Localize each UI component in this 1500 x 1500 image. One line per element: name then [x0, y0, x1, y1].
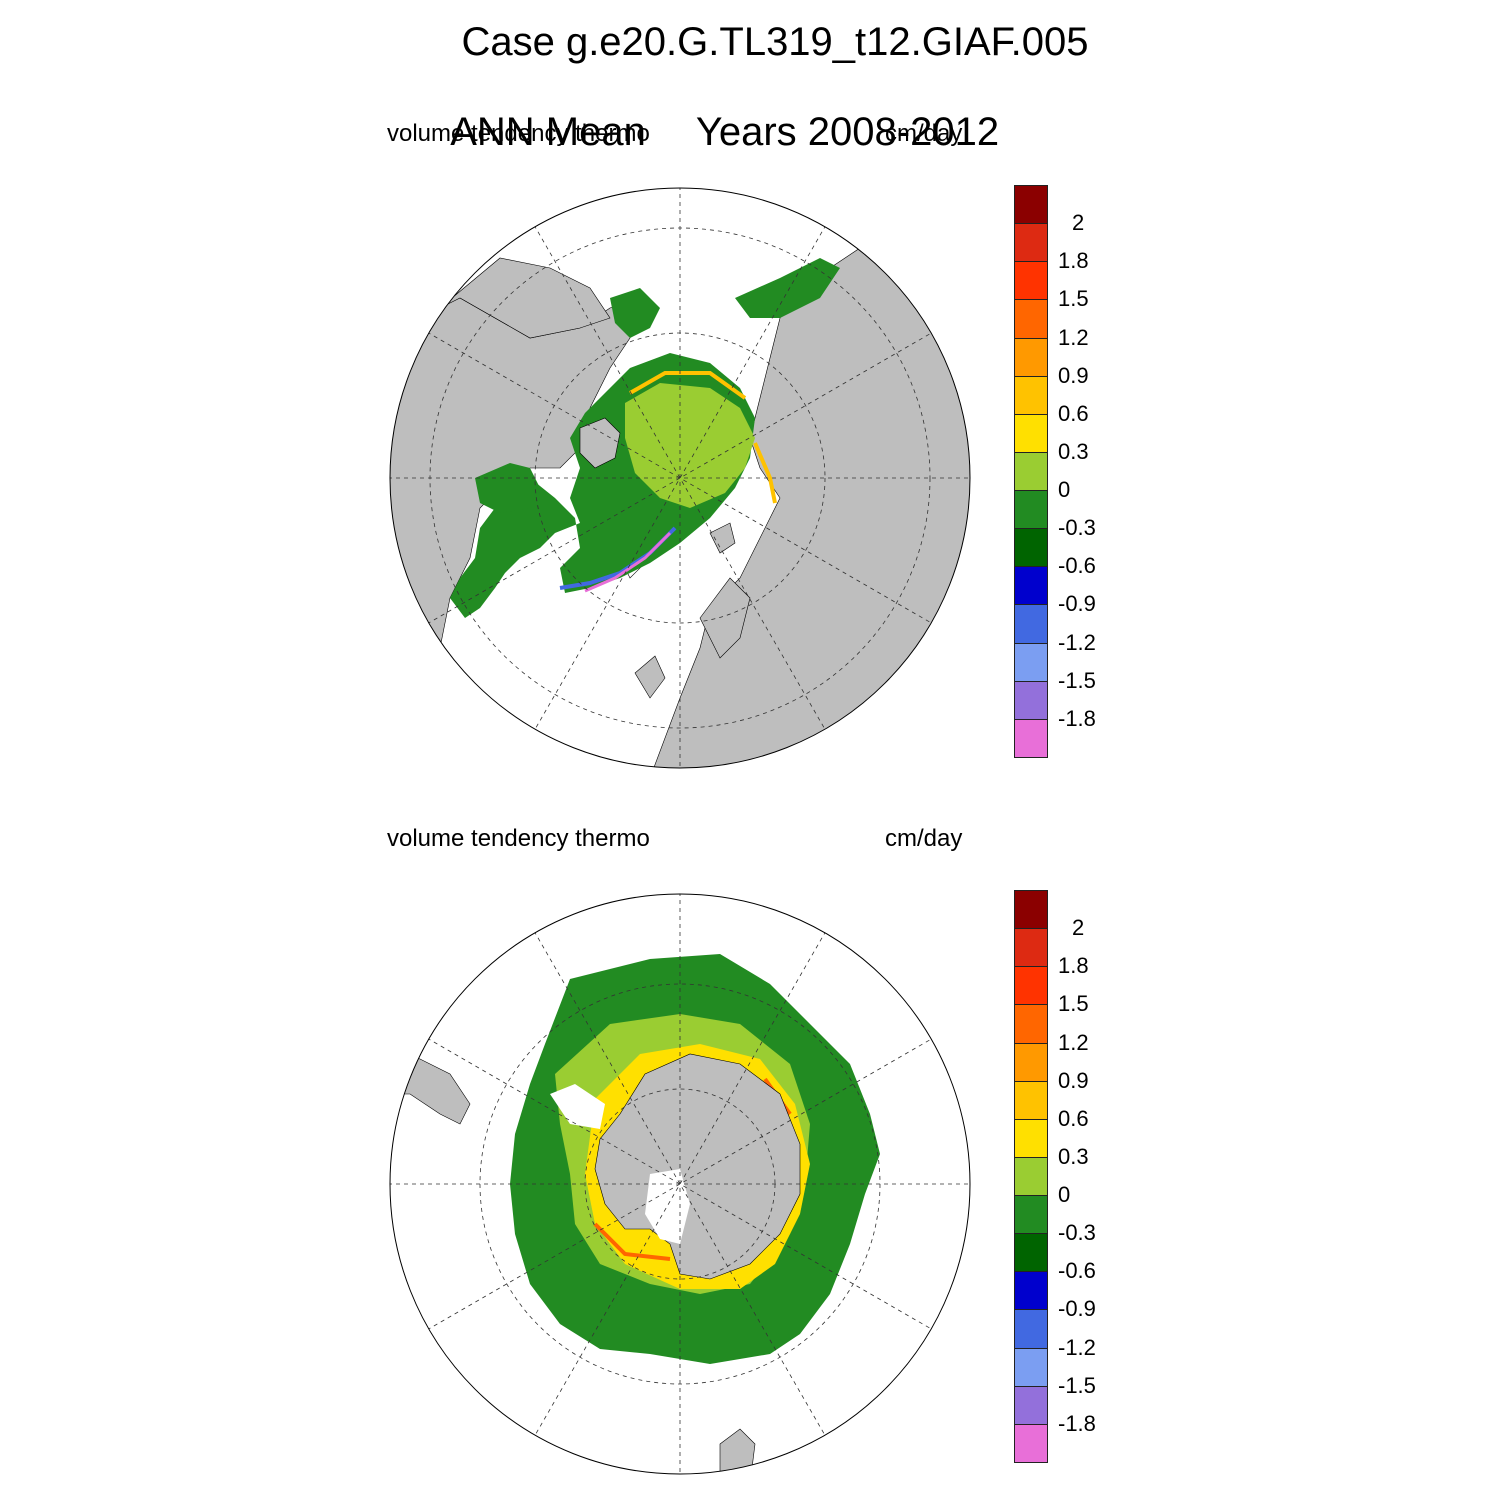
north-graticule: [390, 188, 970, 768]
south-colorbar-swatch-4: [1014, 1271, 1048, 1311]
north-polar-map: [389, 187, 971, 769]
north-colorbar-swatch-14: [1014, 185, 1048, 225]
south-colorbar-swatch-14: [1014, 890, 1048, 930]
south-map-border: [389, 893, 971, 1475]
north-ice-margin-yellow: [629, 371, 777, 504]
north-colorbar-swatch-9: [1014, 375, 1048, 415]
figure-title-case: Case g.e20.G.TL319_t12.GIAF.005: [461, 20, 1089, 64]
north-colorbar-label-0: -1.8: [1058, 705, 1096, 731]
north-colorbar-label-6: 0: [1058, 477, 1071, 503]
north-colorbar-label-7: 0.3: [1058, 438, 1089, 464]
south-colorbar-swatch-2: [1014, 1347, 1048, 1387]
north-colorbar-swatch-13: [1014, 223, 1048, 263]
north-colorbar-swatch-10: [1014, 337, 1048, 377]
north-land-svalbard: [709, 522, 736, 554]
north-colorbar-label-3: -0.9: [1058, 591, 1096, 617]
south-colorbar-label-3: -0.9: [1058, 1296, 1096, 1322]
north-land-scandinavia: [699, 577, 751, 659]
south-colorbar-label-11: 1.5: [1058, 991, 1089, 1017]
south-polar-map: [389, 893, 971, 1475]
south-colorbar-label-0: -1.8: [1058, 1410, 1096, 1436]
north-colorbar: -1.8 -1.5 -1.2 -0.9 -0.6 -0.3 0 0.3 0.6 0.9 1.2 1.5…: [1014, 185, 1114, 765]
north-variable-label: volume tendency thermo: [387, 120, 650, 147]
north-units-label: cm/day: [885, 120, 963, 147]
south-colorbar-swatch-9: [1014, 1080, 1048, 1120]
north-colorbar-label-4: -0.6: [1058, 553, 1096, 579]
north-colorbar-label-12: 1.8: [1058, 248, 1089, 274]
south-colorbar-swatch-11: [1014, 1004, 1048, 1044]
north-colorbar-label-10: 1.2: [1058, 324, 1089, 350]
south-colorbar-swatch-0: [1014, 1423, 1048, 1463]
north-colorbar-swatch-5: [1014, 528, 1048, 568]
south-colorbar-label-2: -1.2: [1058, 1334, 1096, 1360]
south-colorbar-label-4: -0.6: [1058, 1258, 1096, 1284]
south-colorbar-label-7: 0.3: [1058, 1143, 1089, 1169]
south-colorbar-label-9: 0.9: [1058, 1067, 1089, 1093]
north-map-border: [389, 187, 971, 769]
north-colorbar-label-8: 0.6: [1058, 400, 1089, 426]
north-land-alaska: [439, 257, 611, 339]
north-colorbar-label-13: 2: [1072, 210, 1085, 236]
south-colorbar-label-10: 1.2: [1058, 1029, 1089, 1055]
north-colorbar-swatch-11: [1014, 299, 1048, 339]
north-colorbar-swatch-3: [1014, 604, 1048, 644]
south-colorbar-swatch-3: [1014, 1309, 1048, 1349]
north-colorbar-swatch-4: [1014, 566, 1048, 606]
north-colorbar-label-11: 1.5: [1058, 286, 1089, 312]
south-colorbar-label-1: -1.5: [1058, 1372, 1096, 1398]
north-colorbar-swatch-0: [1014, 718, 1048, 758]
south-colorbar-swatch-10: [1014, 1042, 1048, 1082]
north-ice-okhotsk: [735, 258, 840, 318]
north-colorbar-label-2: -1.2: [1058, 629, 1096, 655]
north-ice-bering: [610, 288, 660, 338]
years-label: Years 2008-2012: [695, 110, 1000, 154]
north-colorbar-swatch-12: [1014, 261, 1048, 301]
south-colorbar-swatch-5: [1014, 1233, 1048, 1273]
figure-title-period: ANN Mean Years 2008-2012: [428, 66, 999, 154]
south-colorbar-swatch-12: [1014, 966, 1048, 1006]
south-colorbar-swatch-1: [1014, 1385, 1048, 1425]
south-land-antarctica: [594, 1053, 801, 1280]
south-graticule: [390, 894, 970, 1474]
south-colorbar-swatch-13: [1014, 928, 1048, 968]
south-colorbar-label-13: 2: [1072, 915, 1085, 941]
south-colorbar-swatch-6: [1014, 1195, 1048, 1235]
north-colorbar-swatch-6: [1014, 490, 1048, 530]
south-colorbar-label-8: 0.6: [1058, 1105, 1089, 1131]
south-colorbar-swatch-8: [1014, 1118, 1048, 1158]
south-variable-label: volume tendency thermo: [387, 825, 650, 852]
south-colorbar-label-12: 1.8: [1058, 953, 1089, 979]
south-ice-shelf-weddell: [550, 1084, 605, 1129]
south-colorbar-label-6: 0: [1058, 1182, 1071, 1208]
north-colorbar-swatch-2: [1014, 642, 1048, 682]
south-colorbar: -1.8 -1.5 -1.2 -0.9 -0.6 -0.3 0 0.3 0.6 0.9 1.2 1.5…: [1014, 890, 1114, 1470]
north-ice-central: [625, 383, 755, 508]
north-colorbar-swatch-8: [1014, 413, 1048, 453]
north-colorbar-label-9: 0.9: [1058, 362, 1089, 388]
north-ice-hudson: [475, 463, 540, 513]
north-colorbar-label-5: -0.3: [1058, 515, 1096, 541]
north-land-ireland: [634, 655, 666, 699]
north-ice-pink-edge: [584, 531, 672, 593]
period-label: ANN Mean: [450, 110, 646, 154]
south-colorbar-label-5: -0.3: [1058, 1220, 1096, 1246]
north-land-ellesmere: [579, 417, 621, 469]
south-colorbar-swatch-7: [1014, 1156, 1048, 1197]
north-colorbar-swatch-7: [1014, 451, 1048, 492]
north-colorbar-swatch-1: [1014, 680, 1048, 720]
south-units-label: cm/day: [885, 825, 963, 852]
north-colorbar-label-1: -1.5: [1058, 667, 1096, 693]
